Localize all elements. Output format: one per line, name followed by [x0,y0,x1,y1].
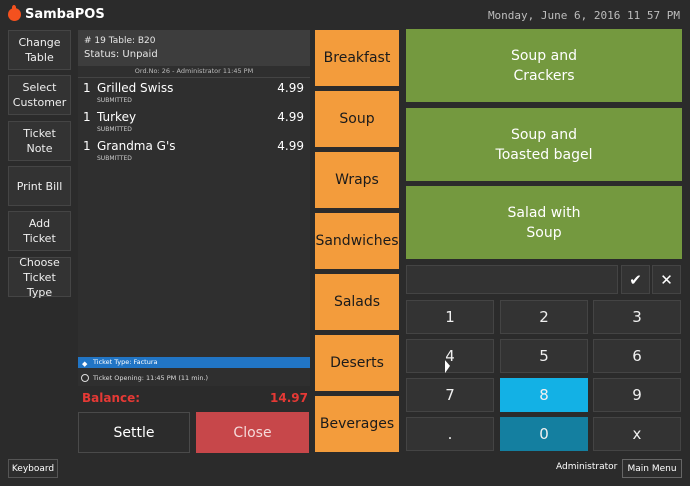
balance-label: Balance: [82,391,141,405]
ticket-opening-label: Ticket Opening: 11:45 PM (11 min.) [93,374,209,382]
print-bill-button[interactable]: Print Bill [8,166,71,206]
ticket-status: Status: Unpaid [84,49,158,60]
category-beverages[interactable]: Beverages [315,396,399,452]
numpad-key-8[interactable]: 8 [500,378,588,412]
ticket-table: # 19 Table: B20 [84,36,156,46]
ticket-type-bar[interactable]: ◆ Ticket Type: Factura [78,357,310,368]
select-customer-button[interactable]: Select Customer [8,75,71,115]
clock: Monday, June 6, 2016 11 57 PM [487,9,680,22]
product-button[interactable]: Salad with Soup [406,186,682,259]
top-bar: SambaPOS Monday, June 6, 2016 11 57 PM [0,0,690,28]
item-name: Grilled Swiss [97,81,174,95]
app-logo: SambaPOS [8,5,105,22]
category-wraps[interactable]: Wraps [315,152,399,208]
item-name: Grandma G's [97,139,176,153]
tag-icon: ◆ [82,360,88,368]
item-state: SUBMITTED [97,126,132,133]
category-soup[interactable]: Soup [315,91,399,147]
numpad-key-5[interactable]: 5 [500,339,588,373]
category-breakfast[interactable]: Breakfast [315,30,399,86]
add-ticket-button[interactable]: Add Ticket [8,211,71,251]
item-qty: 1 [83,81,91,95]
category-deserts[interactable]: Deserts [315,335,399,391]
numpad-key-9[interactable]: 9 [593,378,681,412]
numpad-key-2[interactable]: 2 [500,300,588,334]
order-item[interactable]: 1 Grilled Swiss 4.99 SUBMITTED [78,78,310,107]
item-name: Turkey [97,110,137,124]
keyboard-button[interactable]: Keyboard [8,459,58,478]
order-item[interactable]: 1 Grandma G's 4.99 SUBMITTED [78,136,310,165]
choose-ticket-type-button[interactable]: Choose Ticket Type [8,256,71,299]
category-sandwiches[interactable]: Sandwiches [315,213,399,269]
x-icon[interactable]: ✕ [652,265,681,294]
numpad-key-x[interactable]: x [593,417,681,451]
numpad-key-7[interactable]: 7 [406,378,494,412]
order-info[interactable]: Ord.No: 26 - Administrator 11:45 PM [78,67,310,78]
numpad-key-6[interactable]: 6 [593,339,681,373]
item-price: 4.99 [277,81,304,95]
numpad-key-3[interactable]: 3 [593,300,681,334]
ticket-panel: # 19 Table: B20 Status: Unpaid Ord.No: 2… [78,30,310,386]
numpad-key-1[interactable]: 1 [406,300,494,334]
mouse-cursor-icon [445,360,450,375]
settle-button[interactable]: Settle [78,412,190,453]
item-qty: 1 [83,110,91,124]
check-icon[interactable]: ✔ [621,265,650,294]
ticket-note-button[interactable]: Ticket Note [8,121,71,161]
ticket-type-label: Ticket Type: Factura [93,358,158,366]
item-qty: 1 [83,139,91,153]
numpad-key-0[interactable]: 0 [500,417,588,451]
sambapos-logo-icon [8,5,21,21]
main-menu-button[interactable]: Main Menu [622,459,682,478]
product-button[interactable]: Soup and Toasted bagel [406,108,682,181]
item-price: 4.99 [277,110,304,124]
ticket-opening-bar: Ticket Opening: 11:45 PM (11 min.) [78,371,310,385]
current-user: Administrator [556,462,618,472]
item-state: SUBMITTED [97,155,132,162]
close-button[interactable]: Close [196,412,309,453]
order-item[interactable]: 1 Turkey 4.99 SUBMITTED [78,107,310,136]
item-price: 4.99 [277,139,304,153]
clock-icon [81,374,89,382]
numpad-key-dot[interactable]: . [406,417,494,451]
change-table-button[interactable]: Change Table [8,30,71,70]
app-name: SambaPOS [25,7,105,22]
item-state: SUBMITTED [97,97,132,104]
numpad-key-4[interactable]: 4 [406,339,494,373]
balance-value: 14.97 [270,391,308,405]
product-button[interactable]: Soup and Crackers [406,29,682,102]
ticket-header[interactable]: # 19 Table: B20 Status: Unpaid [78,30,310,66]
numpad-input[interactable] [406,265,618,294]
category-salads[interactable]: Salads [315,274,399,330]
